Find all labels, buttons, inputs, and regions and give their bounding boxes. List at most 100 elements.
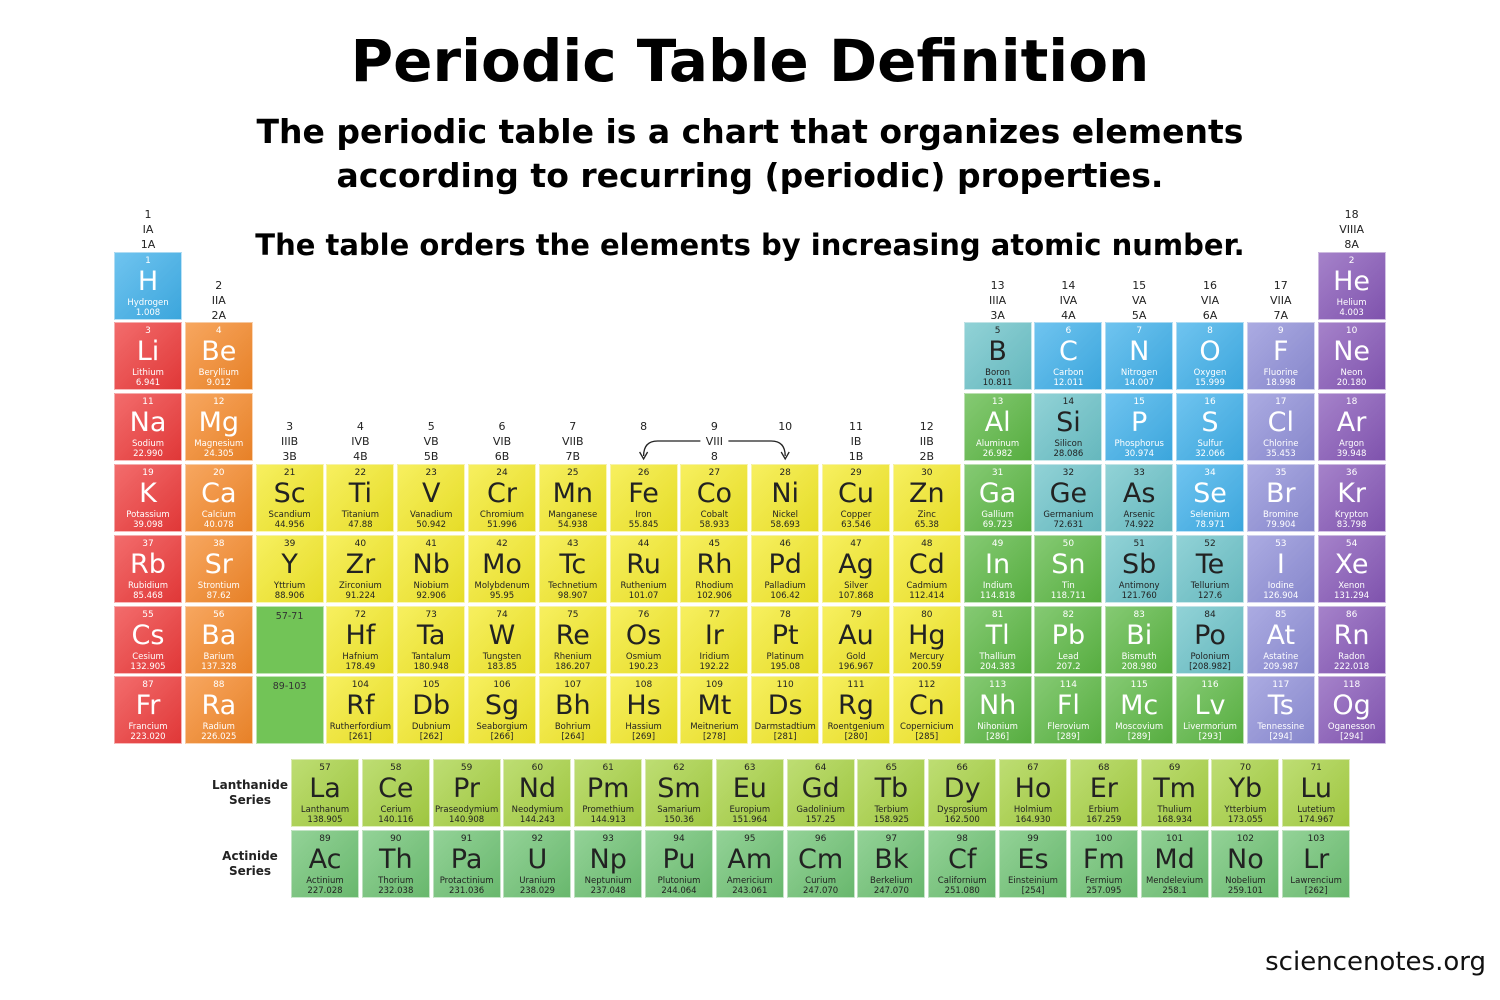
atomic-mass: 243.061 [732, 886, 768, 896]
element-symbol: Hs [626, 690, 661, 721]
group-header-line: 3 [286, 420, 294, 433]
element-symbol: U [527, 844, 548, 875]
atomic-number: 109 [705, 680, 723, 690]
element-name: Lutetium [1297, 805, 1336, 815]
element-name: Promethium [582, 805, 635, 815]
atomic-mass: 91.224 [345, 591, 376, 601]
atomic-number: 74 [496, 610, 508, 620]
ordering-note: The table orders the elements by increas… [255, 228, 1245, 262]
element-symbol: Th [378, 844, 413, 875]
element-name: Rutherfordium [329, 722, 392, 732]
element-name: Sodium [131, 439, 165, 449]
element-symbol: La [309, 773, 341, 804]
element-symbol: Ac [308, 844, 342, 875]
element-fl: 114 Fl Flerovium [289] [1034, 676, 1103, 744]
element-he: 2 He Helium 4.003 [1317, 252, 1386, 320]
atomic-number: 39 [283, 539, 296, 549]
element-name: Carbon [1053, 368, 1084, 378]
atomic-number: 113 [989, 680, 1007, 690]
element-name: Silicon [1054, 439, 1083, 449]
atomic-number: 107 [564, 680, 582, 690]
element-si: 14 Si Silicon 28.086 [1034, 393, 1103, 461]
element-la: 57 La Lanthanum 138.905 [291, 759, 359, 827]
atomic-mass: 178.49 [345, 662, 376, 672]
group-header-18: 18 VIIIA 8A [1318, 207, 1386, 252]
element-name: Tantalum [411, 652, 451, 662]
atomic-number: 61 [602, 763, 614, 773]
actinide-series-label: Actinide Series [200, 849, 300, 879]
atomic-mass: [294] [1269, 732, 1293, 742]
atomic-number: 34 [1204, 468, 1216, 478]
element-ds: 110 Ds Darmstadtium [281] [751, 676, 820, 744]
atomic-mass: 22.990 [133, 449, 163, 459]
element-symbol: Ra [201, 690, 237, 721]
atomic-number: 96 [814, 834, 827, 844]
atomic-mass: 227.028 [307, 886, 343, 896]
atomic-number: 116 [1201, 680, 1219, 690]
element-name: Sulfur [1197, 439, 1223, 449]
element-symbol: Md [1154, 844, 1195, 875]
element-name: Boron [985, 368, 1011, 378]
element-symbol: Rb [130, 549, 166, 580]
element-symbol: F [1273, 336, 1289, 367]
element-symbol: Rf [346, 690, 375, 721]
group-header-line: 2 [215, 279, 223, 292]
atomic-number: 19 [142, 468, 154, 478]
atomic-mass: 58.933 [699, 520, 730, 530]
atomic-mass: 24.305 [203, 449, 234, 459]
element-symbol: Ge [1049, 478, 1088, 509]
atomic-number: 51 [1133, 539, 1145, 549]
atomic-mass: 10.811 [982, 378, 1013, 388]
element-symbol: Kr [1337, 478, 1366, 509]
element-symbol: Na [129, 407, 167, 438]
element-name: Gallium [981, 510, 1014, 520]
element-name: Iron [635, 510, 652, 520]
group-header-line: 2A [211, 309, 227, 322]
atomic-mass: 85.468 [133, 591, 163, 601]
element-symbol: In [985, 549, 1011, 580]
element-symbol: Ni [771, 478, 800, 509]
atomic-mass: 72.631 [1053, 520, 1084, 530]
atomic-number: 13 [991, 397, 1004, 407]
element-lv: 116 Lv Livermorium [293] [1176, 676, 1244, 744]
element-ge: 32 Ge Germanium 72.631 [1034, 464, 1103, 532]
atomic-mass: 55.845 [628, 520, 659, 530]
element-name: Americium [726, 876, 773, 886]
atomic-number: 43 [567, 539, 579, 549]
element-rn: 86 Rn Radon 222.018 [1317, 606, 1386, 674]
element-tb: 65 Tb Terbium 158.925 [857, 759, 926, 827]
element-sg: 106 Sg Seaborgium [266] [468, 676, 536, 744]
element-sr: 38 Sr Strontium 87.62 [184, 535, 253, 603]
atomic-mass: 79.904 [1265, 520, 1296, 530]
group-header-line: 18 [1344, 208, 1359, 221]
element-name: Neptunium [584, 876, 632, 886]
atomic-number: 76 [637, 610, 650, 620]
element-tm: 69 Tm Thulium 168.934 [1140, 759, 1209, 827]
atomic-mass: 238.029 [519, 886, 555, 896]
element-at: 85 At Astatine 209.987 [1246, 606, 1315, 674]
group-header-line: 3B [282, 450, 297, 463]
element-symbol: Te [1195, 549, 1225, 580]
element-symbol: As [1122, 478, 1156, 509]
atomic-number: 73 [425, 610, 437, 620]
element-name: Molybdenum [474, 581, 530, 591]
element-ga: 31 Ga Gallium 69.723 [963, 464, 1032, 532]
atomic-mass: 232.038 [378, 886, 414, 896]
series-label-line: Series [228, 864, 272, 878]
atomic-number: 70 [1239, 763, 1252, 773]
element-name: Polonium [1190, 652, 1230, 662]
element-rh: 45 Rh Rhodium 102.906 [680, 535, 749, 603]
group-header-line: VIB [492, 435, 512, 448]
atomic-number: 94 [673, 834, 685, 844]
element-n: 7 N Nitrogen 14.007 [1105, 322, 1174, 390]
atomic-number: 66 [956, 763, 968, 773]
atomic-mass: 137.328 [201, 662, 237, 672]
atomic-number: 93 [602, 834, 614, 844]
element-ne: 10 Ne Neon 20.180 [1317, 322, 1386, 390]
element-u: 92 U Uranium 238.029 [503, 830, 572, 898]
element-name: Lead [1058, 652, 1079, 662]
element-f: 9 F Fluorine 18.998 [1246, 322, 1315, 390]
element-symbol: Pu [662, 844, 696, 875]
atomic-mass: 26.982 [982, 449, 1013, 459]
element-name: Copernicium [900, 722, 954, 732]
